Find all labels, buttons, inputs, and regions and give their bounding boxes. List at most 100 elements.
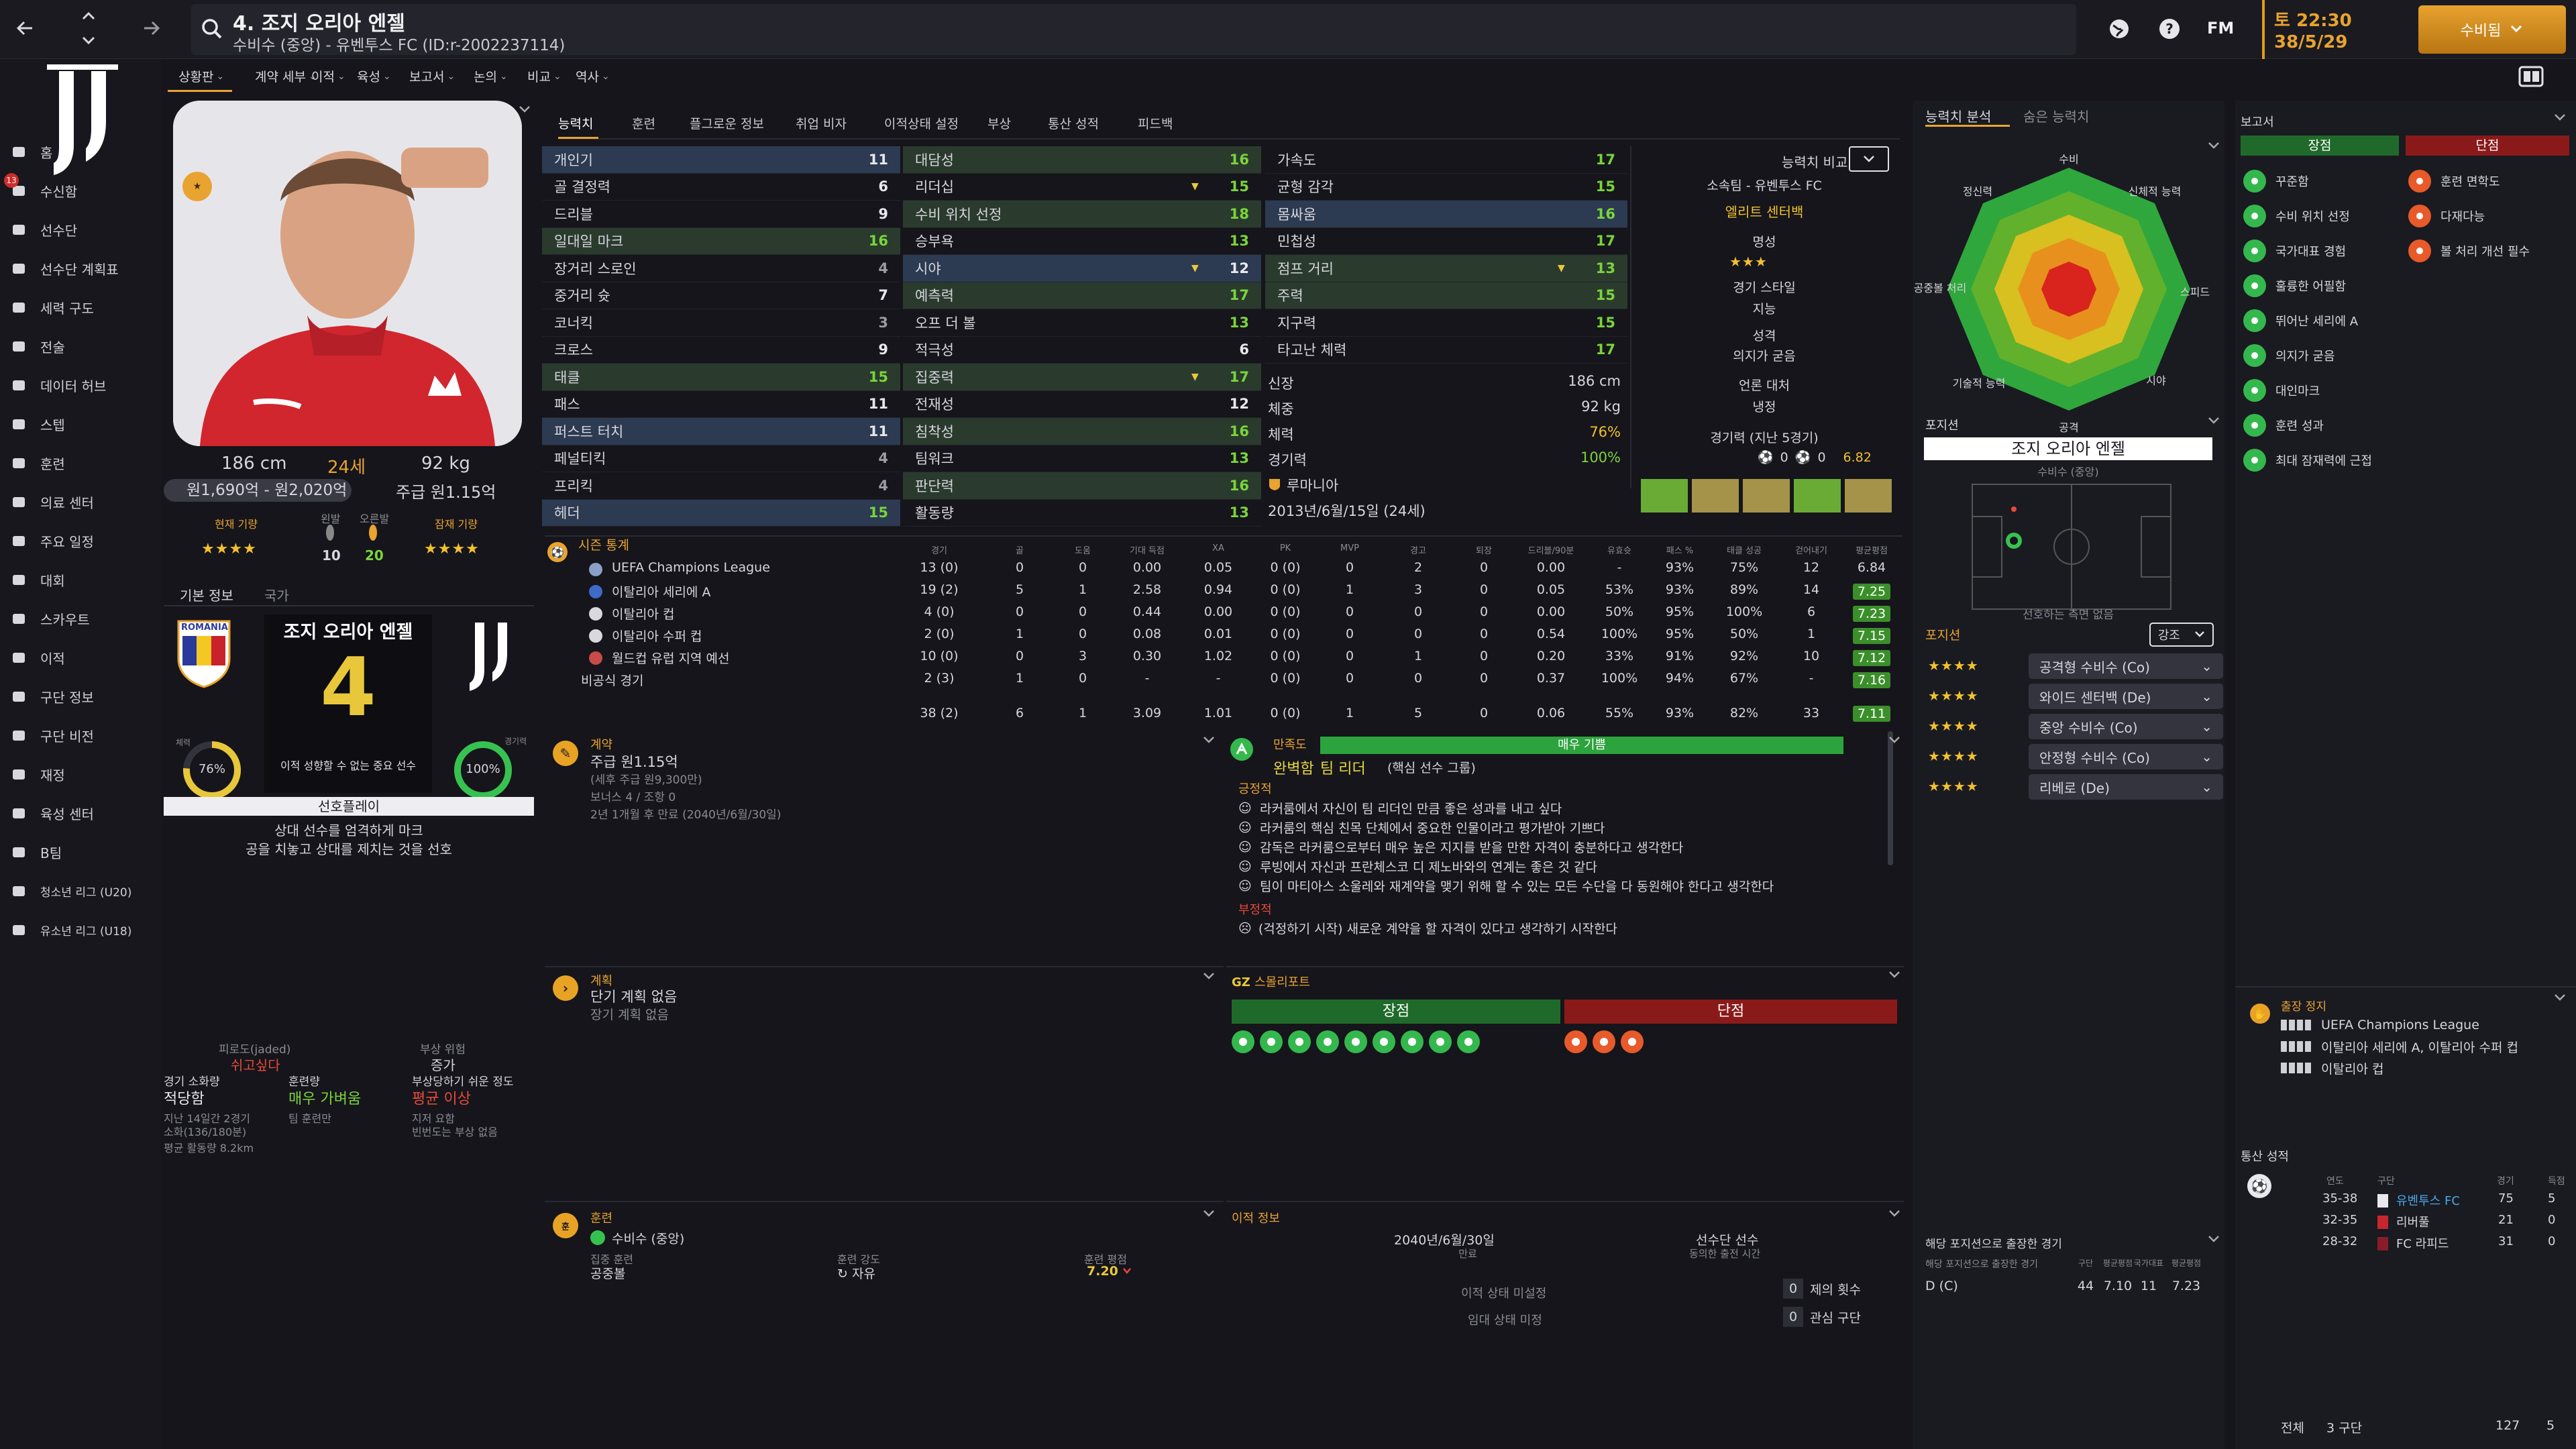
plan-title[interactable]: 계획 [590,974,613,988]
potential-icon[interactable] [1457,1030,1480,1053]
sidebar-item-training[interactable]: 훈련 [9,448,65,478]
tab-basic-info[interactable]: 기본 정보 [180,588,233,604]
attribute-row[interactable]: 지구력 15 [1265,309,1627,337]
attribute-row[interactable]: 대담성 16 [903,146,1261,174]
sidebar-item-schedule[interactable]: 주요 일정 [9,526,94,555]
attribute-row[interactable]: 태클 15 [542,364,900,391]
attribute-row[interactable]: 몸싸움 16 [1265,201,1627,228]
attribute-row[interactable]: 일대일 마크 16 [542,227,900,255]
nav-down-icon[interactable] [79,32,98,50]
role-row[interactable]: ★★★★ 와이드 센터백 (De) ⌄ [1921,684,2223,714]
attribute-row[interactable]: 균형 감각 15 [1265,174,1627,201]
report-strength-item[interactable]: 훈련 성과 [2243,408,2372,443]
tab-top-3[interactable]: 육성 ⌄ [357,67,391,85]
consistency-icon[interactable] [1232,1030,1254,1053]
attribute-row[interactable]: 수비 위치 선정 18 [903,201,1261,228]
sidebar-item-scouting[interactable]: 스카우트 [9,604,90,633]
attribute-row[interactable]: 집중력 ▼ 17 [903,364,1261,391]
scout-menu-icon[interactable] [1888,970,1901,979]
report-strength-item[interactable]: 국가대표 경험 [2243,233,2372,268]
stats-header[interactable]: PK [1279,543,1291,553]
tab-attribute-analysis[interactable]: 능력치 분석 [1925,109,1992,125]
training-icon[interactable] [1429,1030,1452,1053]
satisfaction-title[interactable]: 만족도 [1273,738,1307,752]
positioning-icon[interactable] [1260,1030,1283,1053]
tab-top-4[interactable]: 보고서 ⌄ [409,67,455,85]
sidebar-item-club-vision[interactable]: 구단 비전 [9,720,94,750]
attribute-row[interactable]: 코너킥 3 [542,309,900,337]
career-club[interactable]: 유벤투스 FC [2396,1194,2460,1208]
versatility-icon[interactable] [1593,1030,1615,1053]
attribute-row[interactable]: 헤더 15 [542,499,900,527]
stats-header[interactable]: 골 [1016,546,1024,556]
stats-header[interactable]: 태클 성공 [1727,546,1762,556]
stats-header[interactable]: 퇴장 [1476,546,1492,556]
compare-dropdown[interactable] [1849,146,1889,172]
stats-header[interactable]: MVP [1340,543,1359,553]
contract-menu-icon[interactable] [1202,735,1216,745]
attribute-row[interactable]: 페널티킥 4 [542,445,900,472]
tab-top-2[interactable]: 이적 ⌄ [311,67,345,85]
attribute-row[interactable]: 시야 ▼ 12 [903,255,1261,282]
sidebar-item-squad[interactable]: 선수단 [9,215,77,244]
sidebar-item-u20[interactable]: 청소년 리그 (U20) [9,876,131,906]
sidebar-item-u18[interactable]: 유소년 리그 (U18) [9,915,131,945]
professional-icon[interactable] [1316,1030,1339,1053]
report-strength-item[interactable]: 수비 위치 선정 [2243,199,2372,233]
tab-attr-4[interactable]: 이적상태 설정 [884,117,959,131]
stats-header[interactable]: 유효슛 [1607,546,1631,556]
report-weakness-item[interactable]: 볼 처리 개선 필수 [2408,233,2530,268]
role-dropdown[interactable]: 와이드 센터백 (De) ⌄ [2029,684,2223,709]
stats-header[interactable]: 패스 % [1666,546,1694,556]
attribute-row[interactable]: 적극성 6 [903,337,1261,364]
role-row[interactable]: ★★★★ 공격형 수비수 (Co) ⌄ [1921,653,2223,684]
international-icon[interactable] [1288,1030,1311,1053]
stats-header[interactable]: 기대 득점 [1130,546,1165,556]
tab-attr-6[interactable]: 통산 성적 [1048,117,1099,131]
role-row[interactable]: ★★★★ 리베로 (De) ⌄ [1921,774,2223,804]
sidebar-item-staff[interactable]: 스텝 [9,409,65,439]
sidebar-item-home[interactable]: 홈 [9,137,52,166]
attribute-row[interactable]: 중거리 슛 7 [542,282,900,309]
tab-hidden-attributes[interactable]: 숨은 능력치 [2023,109,2090,125]
forward-icon[interactable] [138,15,164,42]
attribute-row[interactable]: 승부욕 13 [903,228,1261,255]
sidebar-item-b-team[interactable]: B팀 [9,837,62,867]
attribute-row[interactable]: 민첩성 17 [1265,228,1627,255]
report-strength-item[interactable]: 최대 잠재력에 근접 [2243,443,2372,478]
attribute-row[interactable]: 패스 11 [542,391,900,418]
tab-attr-7[interactable]: 피드백 [1138,117,1173,131]
layout-icon[interactable] [2518,66,2544,87]
tab-nation[interactable]: 국가 [264,588,289,604]
attribute-row[interactable]: 판단력 16 [903,472,1261,500]
attribute-row[interactable]: 침착성 16 [903,418,1261,445]
attribute-row[interactable]: 점프 거리 ▼ 13 [1265,255,1627,282]
sidebar-item-squad-plan[interactable]: 선수단 계획표 [9,254,119,283]
help-icon[interactable]: ? [2157,16,2182,42]
tab-top-1[interactable]: 계약 세부 ⌄ [255,67,317,85]
sidebar-item-dynamics[interactable]: 세력 구도 [9,292,94,322]
tab-attr-2[interactable]: 플그로운 정보 [690,117,764,131]
ball-control-icon[interactable] [1621,1030,1644,1053]
stats-header[interactable]: 도움 [1075,546,1091,556]
transfer-menu-icon[interactable] [1888,1209,1901,1218]
search-bar[interactable]: 4. 조지 오리아 엔젤 수비수 (중앙) - 유벤투스 FC (ID:r-20… [191,4,2076,55]
sidebar-item-medical[interactable]: 의료 센터 [9,487,94,517]
star-icon[interactable] [1344,1030,1367,1053]
sidebar-item-data-hub[interactable]: 데이터 허브 [9,370,106,400]
attribute-row[interactable]: 팀워크 13 [903,445,1261,472]
stats-header[interactable]: XA [1212,543,1224,553]
role-dropdown[interactable]: 중앙 수비수 (Co) ⌄ [2029,714,2223,739]
suspension-menu-icon[interactable] [2553,993,2567,1002]
tab-attr-5[interactable]: 부상 [987,117,1011,131]
attribute-row[interactable]: 타고난 체력 17 [1265,337,1627,364]
sidebar-item-inbox[interactable]: 수신함 13 [4,173,77,205]
stats-header[interactable]: 걷어내기 [1795,546,1827,556]
training-menu-icon[interactable] [1202,1209,1216,1218]
role-dropdown[interactable]: 안정형 수비수 (Co) ⌄ [2029,744,2223,769]
position-list-label[interactable]: 포지션 [1925,628,1961,643]
fm-menu-button[interactable]: FM [2207,19,2235,38]
report-strength-item[interactable]: 꾸준함 [2243,164,2372,199]
attribute-row[interactable]: 골 결정력 6 [542,174,900,201]
stats-header[interactable]: 드리블/90분 [1527,546,1574,556]
